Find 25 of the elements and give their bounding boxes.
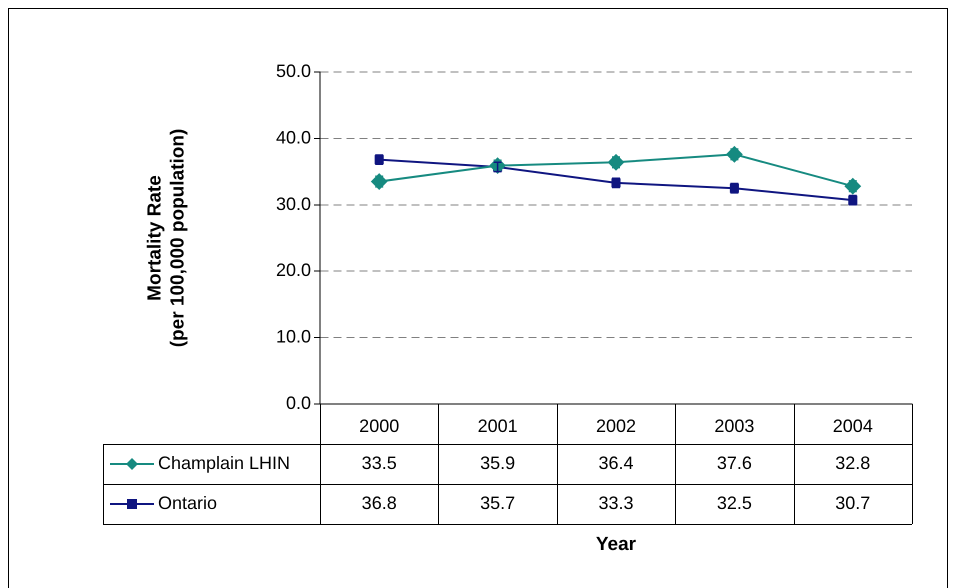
data-label: 36.4 <box>598 452 634 473</box>
legend-label: Champlain LHIN <box>158 452 290 473</box>
y-tick-label: 10.0 <box>276 326 311 347</box>
data-label: 37.6 <box>716 452 752 473</box>
y-tick-label: 50.0 <box>276 60 311 81</box>
x-tick-label: 2001 <box>478 416 518 436</box>
data-label: 32.8 <box>835 452 870 473</box>
y-axis-title: Mortality Rate (per 100,000 population) <box>144 128 188 348</box>
x-tick-label: 2002 <box>596 416 636 436</box>
text: Year <box>596 534 637 556</box>
data-label: 33.5 <box>362 452 397 473</box>
y-tick-label: 30.0 <box>276 194 311 214</box>
y-tick-label: 40.0 <box>276 127 311 148</box>
y-tick-label: 20.0 <box>276 260 311 280</box>
data-label: 35.9 <box>480 452 516 473</box>
x-tick-label: 2000 <box>359 416 400 436</box>
data-label: 35.7 <box>480 492 516 513</box>
data-label: 32.5 <box>716 492 752 513</box>
y-tick-label: 0.0 <box>286 392 311 413</box>
data-label: 30.7 <box>835 492 870 513</box>
x-tick-label: 2003 <box>714 416 754 436</box>
legend-label: Ontario <box>158 492 218 513</box>
data-label: 33.3 <box>598 492 634 513</box>
x-tick-label: 2004 <box>832 416 873 436</box>
data-label: 36.8 <box>362 492 397 513</box>
